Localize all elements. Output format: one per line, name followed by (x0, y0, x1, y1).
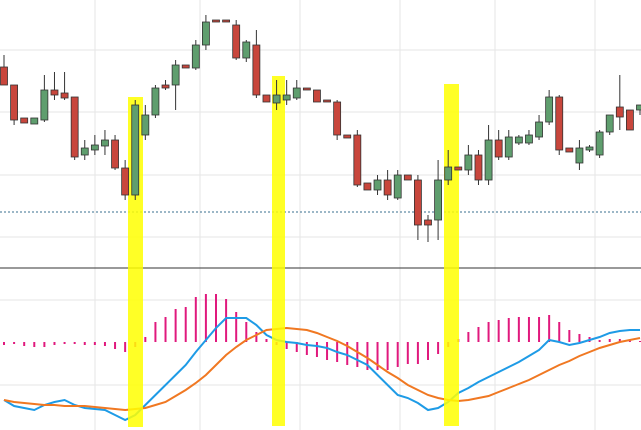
candle-body (414, 179, 422, 226)
candle-body (494, 139, 503, 158)
candle-body (131, 104, 140, 196)
candle-body (504, 136, 513, 158)
candle-body (212, 19, 220, 23)
candle-body (191, 44, 200, 69)
candle-body (232, 24, 241, 59)
candle-body (222, 19, 230, 23)
candle-body (444, 166, 453, 181)
candle-body (434, 179, 442, 221)
candle-body (525, 134, 533, 144)
candle-body (282, 94, 291, 101)
candle-body (161, 84, 170, 89)
candle-body (272, 94, 281, 104)
candle-body (403, 174, 412, 181)
candle-body (242, 41, 251, 59)
candle-body (615, 106, 624, 118)
candle-body (514, 136, 523, 144)
candle-body (0, 66, 8, 86)
candle-body (605, 114, 614, 133)
candle-body (424, 219, 432, 226)
marks (0, 211, 641, 422)
candle-body (535, 121, 543, 138)
candle-body (111, 139, 119, 169)
indicator-line (3, 317, 640, 422)
candle-body (30, 117, 39, 125)
candle-body (626, 109, 634, 131)
candle-body (181, 64, 190, 69)
candle-body (393, 174, 402, 199)
candle-body (545, 96, 554, 123)
candle-body (171, 64, 180, 86)
candle-body (60, 92, 69, 99)
indicator-line (3, 326, 641, 412)
candle-body (565, 147, 574, 153)
candle-body (10, 84, 18, 121)
candle-body (454, 166, 463, 171)
candle-body (363, 182, 372, 191)
candle-body (484, 139, 493, 181)
candle-body (474, 154, 483, 181)
candle-body (101, 139, 109, 147)
candle-body (141, 114, 150, 136)
candle-body (121, 167, 130, 196)
candle-body (343, 134, 352, 139)
candle-body (373, 179, 382, 191)
candle-body (262, 94, 271, 103)
candle-body (595, 131, 604, 156)
candle-body (555, 96, 564, 151)
candle-body (151, 87, 160, 116)
candle-body (333, 101, 342, 136)
candle-body (50, 89, 59, 96)
candle-body (202, 21, 210, 46)
candle-body (323, 99, 331, 103)
candle-body (636, 104, 641, 111)
candle-body (70, 96, 79, 158)
highlight (444, 84, 459, 426)
candles (0, 15, 641, 242)
candle-body (575, 147, 584, 164)
candle-body (383, 179, 392, 196)
candle-body (302, 87, 311, 91)
candle-body (40, 89, 49, 121)
candle-body (292, 87, 301, 99)
candle-body (353, 134, 362, 186)
candle-body (90, 144, 99, 151)
candle-body (464, 154, 473, 171)
candle-body (252, 44, 261, 96)
candle-body (313, 89, 321, 103)
candle-body (80, 147, 89, 156)
candle-body (585, 146, 594, 151)
candle-body (20, 117, 29, 124)
highlight (272, 76, 285, 426)
